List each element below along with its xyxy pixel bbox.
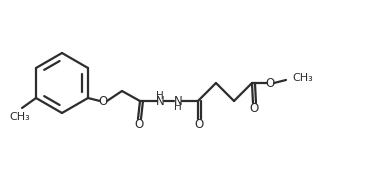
- Text: O: O: [194, 117, 203, 130]
- Text: CH₃: CH₃: [292, 73, 313, 83]
- Text: O: O: [249, 102, 259, 115]
- Text: H: H: [174, 102, 182, 112]
- Text: CH₃: CH₃: [10, 112, 31, 122]
- Text: O: O: [265, 76, 275, 89]
- Text: H: H: [156, 91, 164, 101]
- Text: N: N: [156, 95, 164, 108]
- Text: O: O: [134, 117, 143, 130]
- Text: O: O: [98, 95, 108, 108]
- Text: N: N: [174, 95, 182, 108]
